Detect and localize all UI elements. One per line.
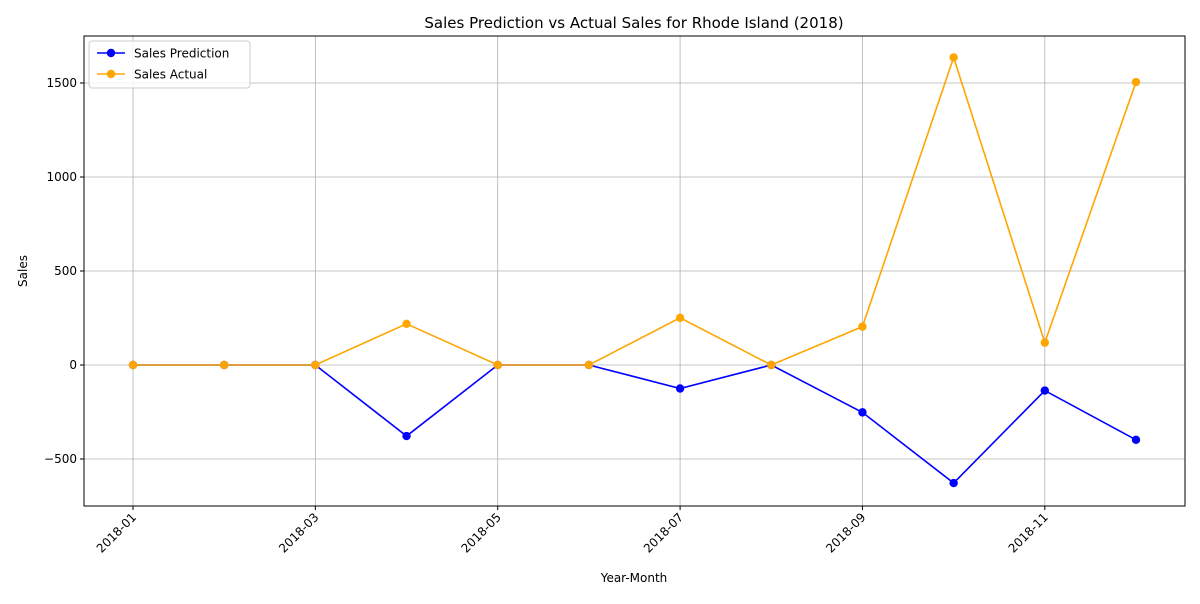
series-line bbox=[133, 364, 1137, 485]
data-point bbox=[493, 360, 502, 370]
data-point bbox=[767, 360, 776, 370]
y-axis-label: Sales bbox=[16, 255, 30, 287]
series-layer bbox=[128, 53, 1141, 488]
data-point bbox=[1040, 386, 1050, 395]
x-tick-label: 2018-11 bbox=[1006, 510, 1051, 555]
y-tick-label: 1500 bbox=[46, 76, 77, 90]
grid bbox=[84, 36, 1185, 506]
x-axis-label: Year-Month bbox=[600, 571, 668, 585]
legend-marker bbox=[106, 69, 116, 79]
legend-label: Sales Prediction bbox=[134, 47, 229, 61]
series-0 bbox=[128, 360, 1141, 488]
legend-label: Sales Actual bbox=[134, 68, 207, 82]
y-tick-label: 500 bbox=[54, 264, 77, 278]
data-point bbox=[949, 53, 958, 62]
series-line bbox=[133, 54, 1137, 366]
data-point bbox=[675, 313, 685, 323]
legend-marker bbox=[106, 48, 116, 58]
data-point bbox=[219, 360, 229, 370]
data-point bbox=[858, 408, 867, 417]
x-tick-label: 2018-01 bbox=[94, 510, 139, 555]
data-point bbox=[584, 360, 594, 370]
data-point bbox=[675, 384, 685, 393]
data-point bbox=[949, 478, 958, 488]
series-1 bbox=[128, 53, 1141, 370]
legend-box bbox=[88, 40, 251, 89]
legend: Sales Prediction Sales Actual bbox=[88, 40, 251, 89]
y-tick-label: −500 bbox=[44, 452, 77, 466]
data-point bbox=[1131, 77, 1141, 87]
x-tick-label: 2018-07 bbox=[641, 510, 686, 555]
y-tick-label: 1000 bbox=[46, 170, 77, 184]
data-point bbox=[402, 319, 411, 329]
data-point bbox=[858, 322, 867, 331]
y-tick-label: 0 bbox=[69, 358, 77, 372]
data-point bbox=[1040, 338, 1050, 347]
x-tick-label: 2018-09 bbox=[823, 510, 868, 555]
x-tick-label: 2018-05 bbox=[458, 510, 503, 555]
chart-title: Sales Prediction vs Actual Sales for Rho… bbox=[424, 14, 843, 32]
data-point bbox=[402, 431, 411, 441]
data-point bbox=[1131, 435, 1141, 445]
x-tick-label: 2018-03 bbox=[276, 510, 321, 555]
data-point bbox=[311, 360, 320, 370]
data-point bbox=[128, 360, 138, 370]
axes: −500 0 500 1000 1500 2018-01 2018-03 2018-05 201… bbox=[44, 76, 1051, 556]
